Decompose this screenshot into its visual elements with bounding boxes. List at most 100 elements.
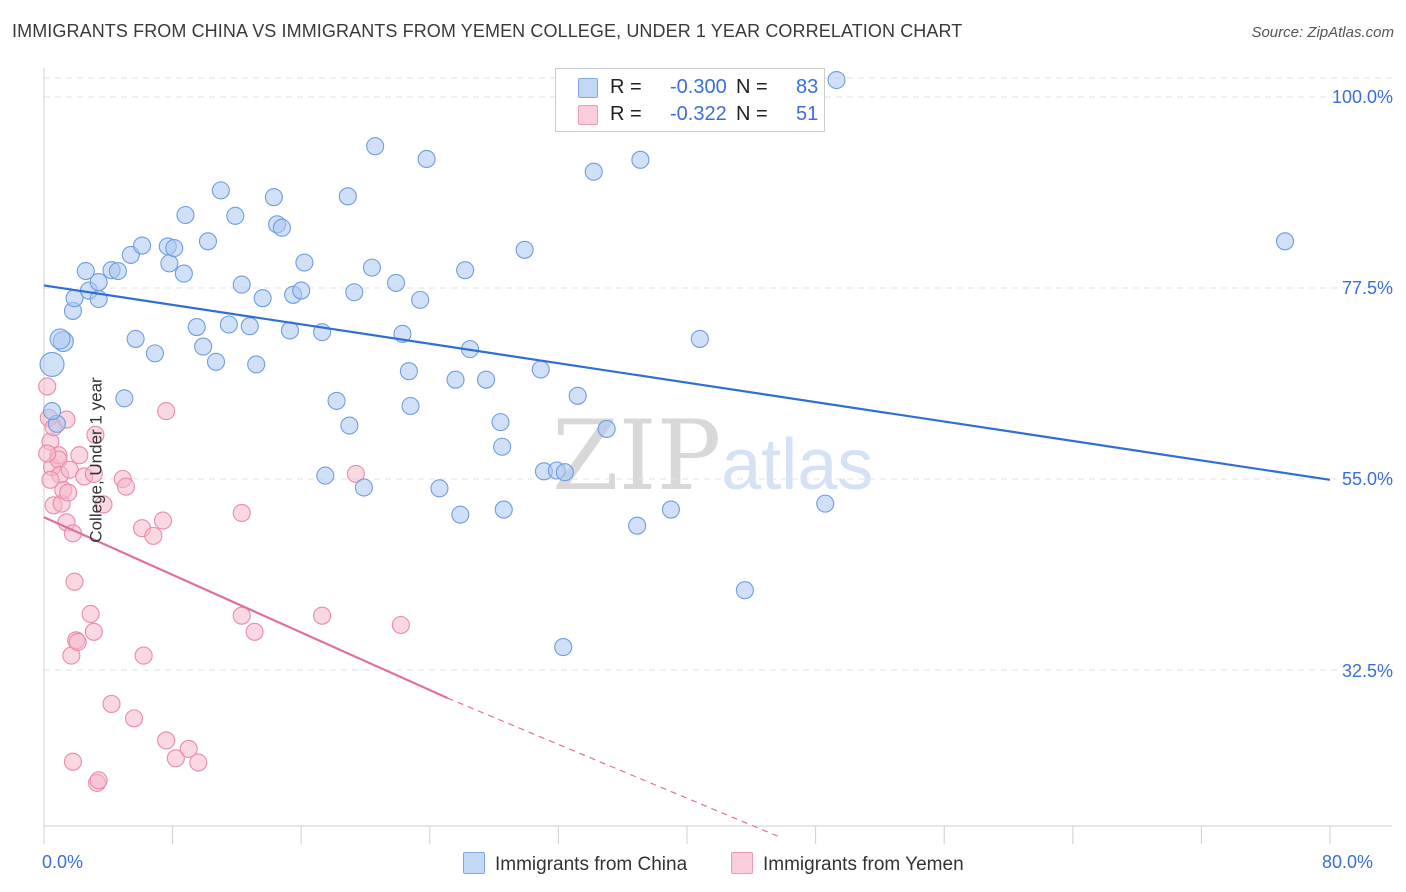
china-point — [661, 500, 680, 519]
china-point — [411, 290, 430, 309]
yemen-point — [86, 425, 105, 444]
correlation-legend: R = -0.300 N = 83 R = -0.322 N = 51 — [555, 68, 825, 132]
china-point — [493, 437, 512, 456]
china-point — [554, 638, 573, 657]
axes — [43, 68, 1392, 844]
china-point — [108, 261, 127, 281]
yemen-point — [157, 402, 176, 421]
china-point — [631, 150, 650, 169]
china-trend-line — [43, 284, 1331, 481]
china-point — [451, 505, 470, 524]
yemen-point — [70, 446, 89, 465]
china-point — [206, 352, 226, 371]
yemen-point — [89, 771, 108, 790]
yemen-point — [232, 503, 251, 523]
yemen-point — [313, 606, 332, 625]
china-point — [568, 386, 587, 405]
china-point — [456, 261, 475, 280]
china-point — [555, 463, 574, 482]
china-point — [735, 581, 754, 600]
trend-lines — [43, 284, 1331, 838]
china-point — [401, 396, 420, 416]
yemen-point — [63, 752, 82, 771]
china-point — [446, 370, 465, 389]
china-point — [176, 205, 195, 225]
yemen-point — [245, 622, 264, 641]
china-point — [76, 261, 95, 281]
china-point — [115, 389, 134, 408]
china-point — [345, 283, 364, 302]
yemen-point — [38, 377, 57, 396]
yemen-point — [65, 572, 84, 591]
yemen-point — [144, 526, 163, 545]
y-axis-label: College, Under 1 year — [86, 377, 106, 543]
china-point — [399, 362, 418, 381]
yemen-point — [84, 464, 103, 483]
china-point — [628, 516, 647, 535]
china-point — [386, 273, 406, 292]
china-point — [187, 317, 206, 337]
yemen-point — [81, 604, 100, 624]
china-n-value: 83 — [796, 76, 819, 98]
zipatlas-watermark: ZIPatlas — [552, 400, 874, 512]
china-point — [362, 258, 381, 277]
legend-item-yemen: Immigrants from Yemen — [731, 852, 964, 876]
china-point — [272, 218, 291, 237]
china-point — [491, 413, 510, 432]
yemen-point — [94, 495, 113, 514]
china-point — [211, 181, 230, 200]
china-point — [198, 232, 218, 251]
yemen-point — [232, 606, 251, 625]
yemen-point — [68, 632, 87, 652]
yemen-point — [166, 749, 185, 768]
china-point — [126, 329, 145, 348]
china-point — [515, 240, 534, 259]
china-point — [89, 273, 108, 292]
x-tick-label: 0.0% — [42, 852, 84, 872]
yemen-point — [102, 694, 121, 714]
x-tick-label: 80.0% — [1322, 852, 1374, 872]
chart-title: IMMIGRANTS FROM CHINA VS IMMIGRANTS FROM… — [12, 21, 963, 41]
yemen-point — [157, 731, 176, 750]
china-point — [253, 289, 272, 308]
china-point — [194, 337, 213, 356]
china-swatch — [578, 78, 598, 98]
yemen-point — [41, 470, 60, 489]
yemen-point — [153, 511, 173, 530]
yemen-point — [38, 444, 57, 463]
china-point — [338, 187, 357, 206]
gridlines — [44, 77, 1392, 671]
china-point — [226, 206, 245, 225]
china-point — [816, 494, 835, 513]
yemen-r-value: -0.322 — [670, 103, 727, 125]
china-point — [354, 478, 373, 497]
china-point — [247, 355, 266, 374]
china-point — [531, 360, 550, 379]
china-point — [494, 500, 513, 519]
china-point — [417, 149, 436, 169]
yemen-legend-swatch — [731, 852, 753, 874]
yemen-trend-extension — [447, 697, 781, 838]
china-point — [295, 253, 314, 272]
china-point — [145, 344, 164, 363]
china-point — [690, 329, 709, 348]
yemen-point — [189, 753, 208, 772]
y-tick-label: 77.5% — [1341, 278, 1393, 298]
china-point — [42, 402, 62, 421]
china-point — [165, 239, 184, 258]
china-point — [316, 466, 335, 485]
china-point — [232, 275, 251, 294]
china-point — [39, 351, 65, 377]
china-point — [292, 281, 311, 300]
china-point — [477, 370, 496, 389]
china-point — [340, 416, 359, 435]
china-point — [264, 188, 283, 207]
china-point — [1275, 232, 1295, 251]
legend-item-china: Immigrants from China — [463, 852, 687, 876]
source-credit: Source: ZipAtlas.com — [1251, 24, 1394, 41]
yemen-point — [124, 709, 144, 728]
yemen-point — [59, 483, 78, 502]
china-point — [219, 315, 238, 334]
china-point — [327, 391, 346, 410]
